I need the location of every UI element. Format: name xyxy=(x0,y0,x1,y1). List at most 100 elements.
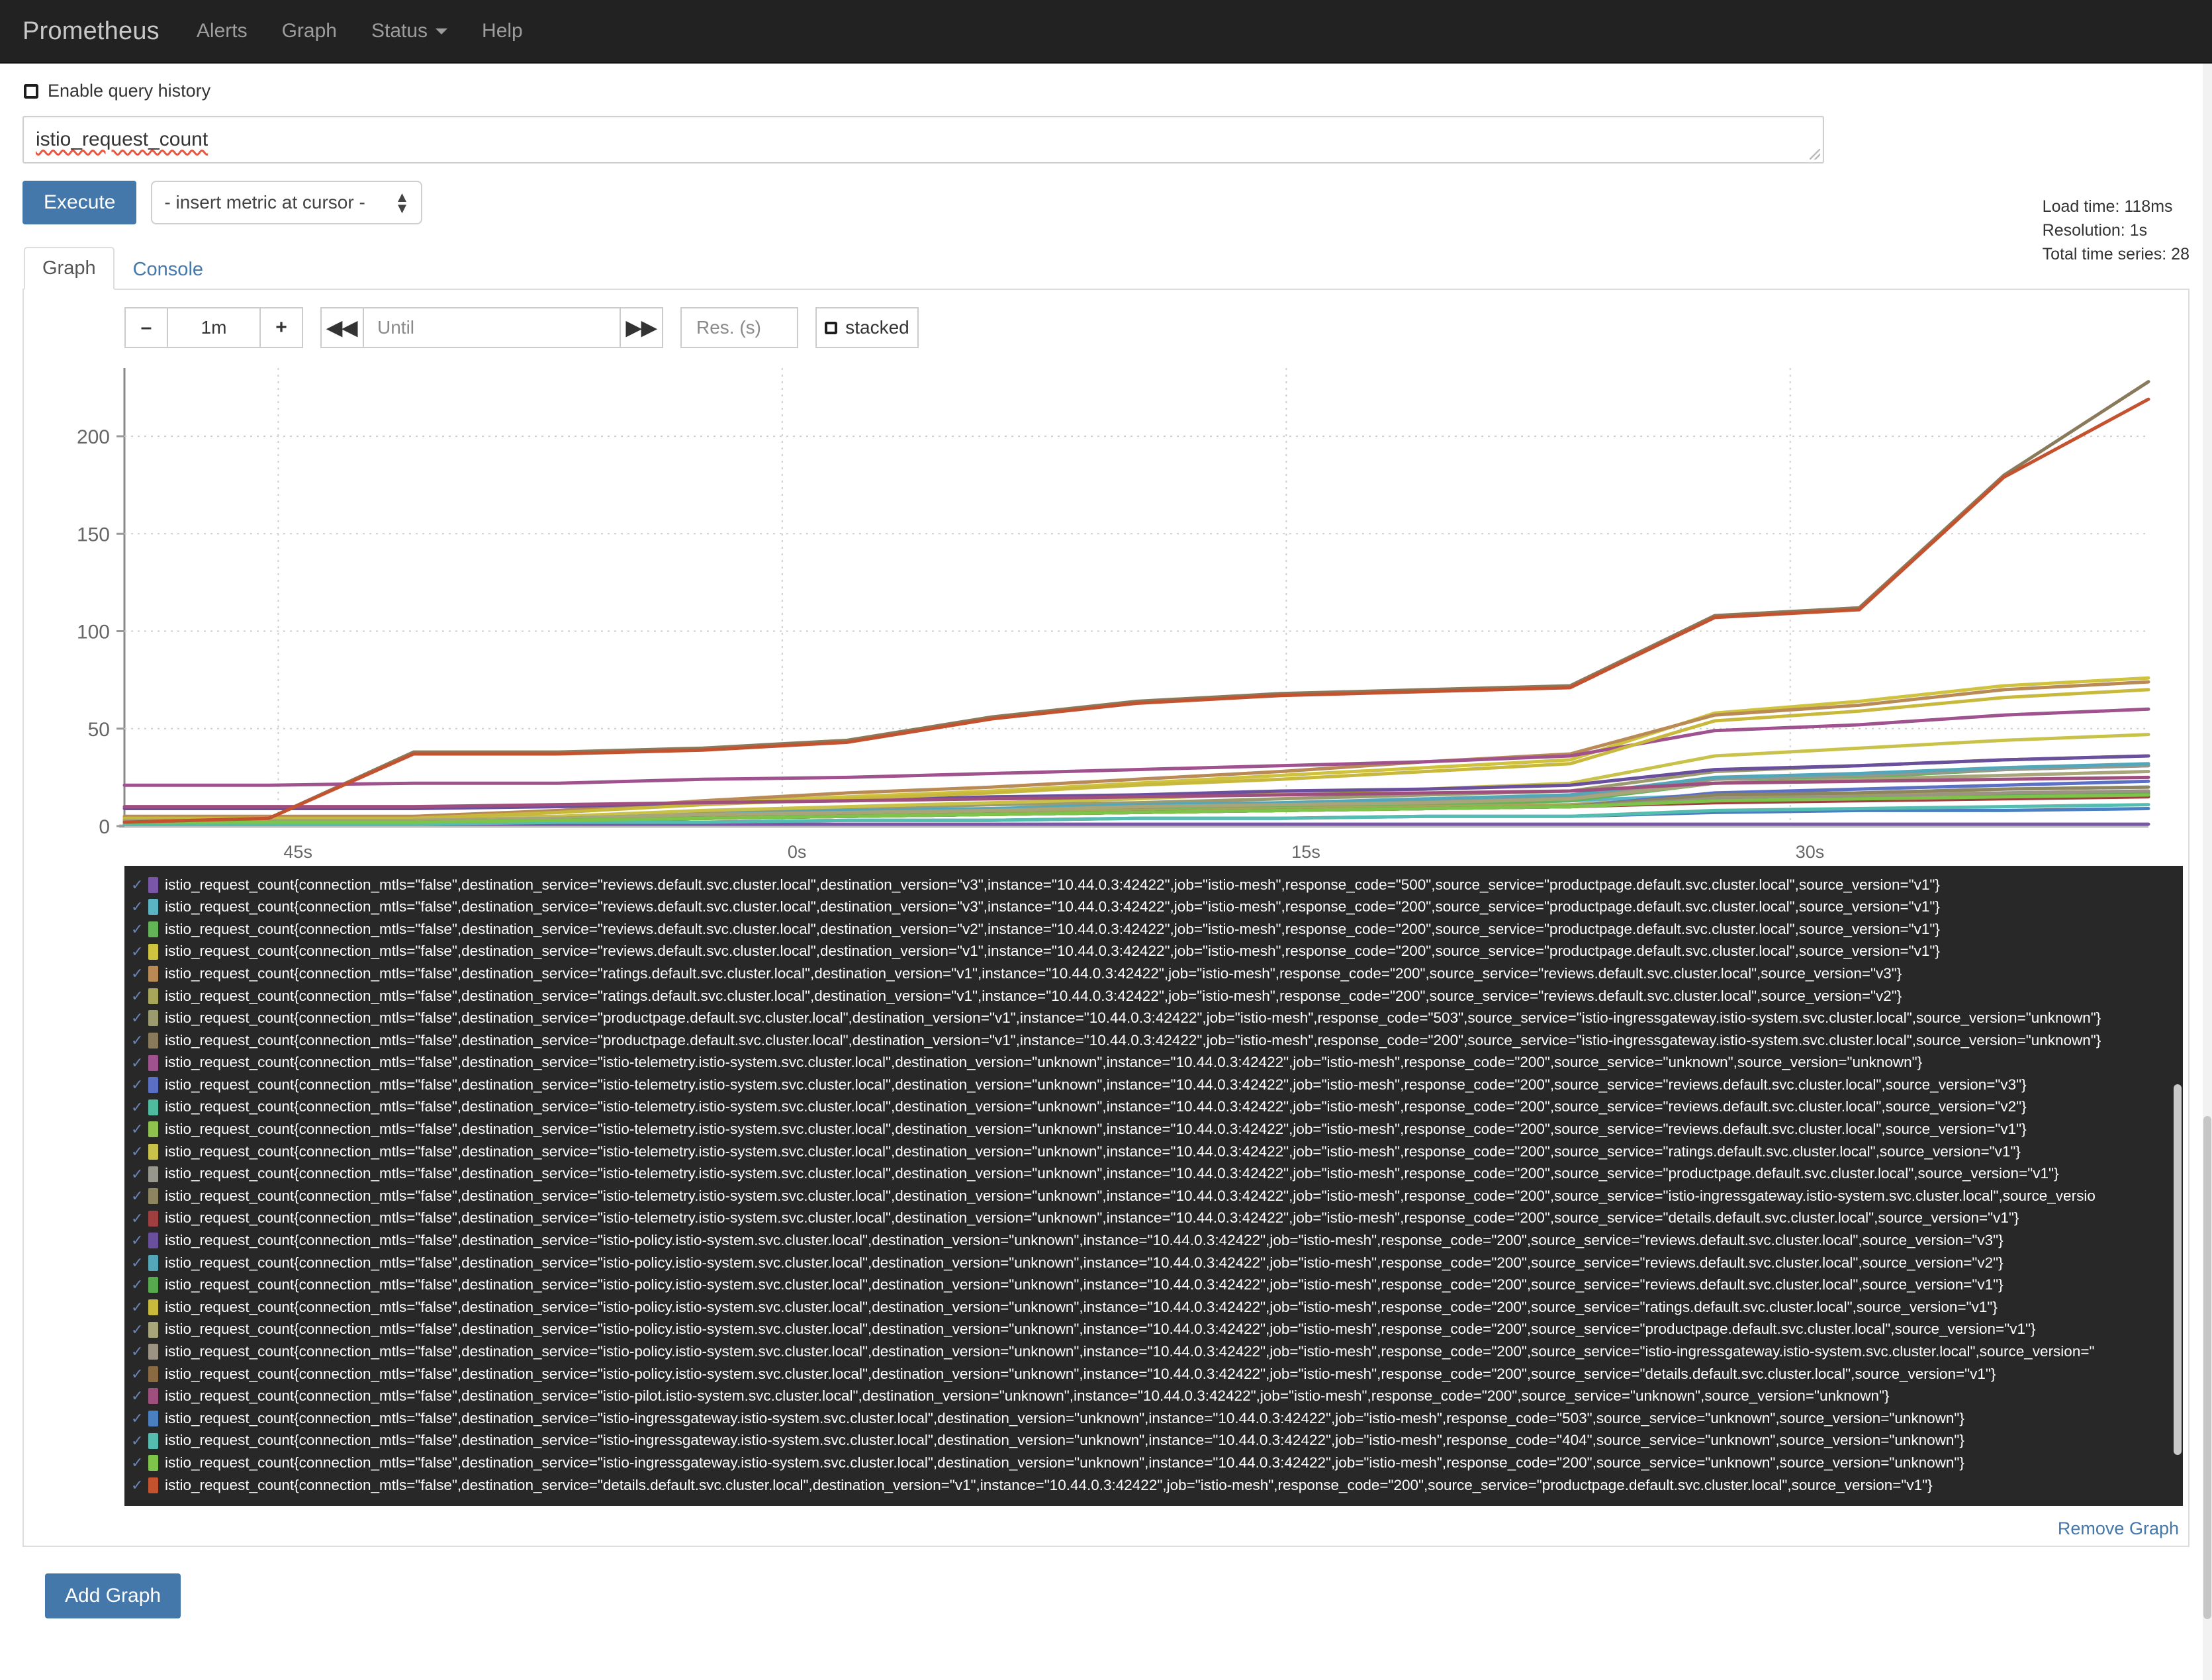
legend-check-icon[interactable]: ✓ xyxy=(131,1209,144,1227)
legend-item[interactable]: ✓ istio_request_count{connection_mtls="fa… xyxy=(124,1252,2183,1274)
legend-check-icon[interactable]: ✓ xyxy=(131,876,144,893)
nav-item-status[interactable]: Status xyxy=(371,20,448,42)
page-scrollbar[interactable] xyxy=(2203,64,2212,1680)
legend-color-swatch xyxy=(148,1321,158,1338)
legend-item[interactable]: ✓ istio_request_count{connection_mtls="fa… xyxy=(124,1007,2183,1030)
legend-check-icon[interactable]: ✓ xyxy=(131,1432,144,1449)
add-graph-button[interactable]: Add Graph xyxy=(45,1573,181,1618)
legend-series-label: istio_request_count{connection_mtls="fal… xyxy=(165,1454,1964,1471)
legend-item[interactable]: ✓ istio_request_count{connection_mtls="fa… xyxy=(124,1096,2183,1119)
legend-check-icon[interactable]: ✓ xyxy=(131,1009,144,1027)
until-input[interactable]: Until xyxy=(363,307,621,348)
legend-check-icon[interactable]: ✓ xyxy=(131,1321,144,1338)
legend-check-icon[interactable]: ✓ xyxy=(131,1031,144,1049)
legend-item[interactable]: ✓ istio_request_count{connection_mtls="fa… xyxy=(124,941,2183,963)
legend-check-icon[interactable]: ✓ xyxy=(131,1098,144,1115)
query-history-row[interactable]: Enable query history xyxy=(24,81,2189,101)
legend-item[interactable]: ✓ istio_request_count{connection_mtls="fa… xyxy=(124,1474,2183,1497)
legend-item[interactable]: ✓ istio_request_count{connection_mtls="fa… xyxy=(124,1185,2183,1207)
legend-item[interactable]: ✓ istio_request_count{connection_mtls="fa… xyxy=(124,1430,2183,1452)
resolution-input[interactable]: Res. (s) xyxy=(680,307,798,348)
legend-check-icon[interactable]: ✓ xyxy=(131,898,144,915)
legend-item[interactable]: ✓ istio_request_count{connection_mtls="fa… xyxy=(124,918,2183,941)
legend-scrollbar[interactable] xyxy=(2174,1084,2182,1455)
legend-item[interactable]: ✓ istio_request_count{connection_mtls="fa… xyxy=(124,1407,2183,1430)
legend-check-icon[interactable]: ✓ xyxy=(131,1365,144,1382)
page-scrollbar-thumb[interactable] xyxy=(2203,1116,2211,1619)
legend-color-swatch xyxy=(148,1411,158,1427)
legend-check-icon[interactable]: ✓ xyxy=(131,987,144,1004)
enable-query-history-checkbox[interactable] xyxy=(24,83,38,99)
legend-item[interactable]: ✓ istio_request_count{connection_mtls="fa… xyxy=(124,1074,2183,1096)
legend-check-icon[interactable]: ✓ xyxy=(131,1299,144,1316)
expression-input[interactable]: istio_request_count xyxy=(23,116,1824,163)
legend-item[interactable]: ✓ istio_request_count{connection_mtls="fa… xyxy=(124,1029,2183,1052)
shift-forward-icon[interactable]: ▶▶ xyxy=(620,307,663,348)
legend-item[interactable]: ✓ istio_request_count{connection_mtls="fa… xyxy=(124,962,2183,985)
shift-backward-icon[interactable]: ◀◀ xyxy=(320,307,364,348)
legend-color-swatch xyxy=(148,1010,158,1027)
increase-range-button[interactable]: + xyxy=(259,307,303,348)
brand-prometheus[interactable]: Prometheus xyxy=(23,17,160,45)
series-legend[interactable]: ✓ istio_request_count{connection_mtls="fa… xyxy=(124,866,2183,1506)
legend-check-icon[interactable]: ✓ xyxy=(131,1188,144,1205)
nav-item-graph[interactable]: Graph xyxy=(282,20,337,42)
range-input[interactable]: 1m xyxy=(167,307,261,348)
legend-item[interactable]: ✓ istio_request_count{connection_mtls="fa… xyxy=(124,985,2183,1007)
nav-item-alerts[interactable]: Alerts xyxy=(197,20,248,42)
insert-metric-select-value: - insert metric at cursor - xyxy=(164,192,365,212)
legend-item[interactable]: ✓ istio_request_count{connection_mtls="fa… xyxy=(124,1141,2183,1163)
legend-color-swatch xyxy=(148,1054,158,1071)
stacked-checkbox[interactable] xyxy=(825,321,838,334)
stacked-toggle[interactable]: stacked xyxy=(815,307,919,348)
legend-check-icon[interactable]: ✓ xyxy=(131,1254,144,1271)
legend-item[interactable]: ✓ istio_request_count{connection_mtls="fa… xyxy=(124,874,2183,896)
nav-item-help[interactable]: Help xyxy=(482,20,523,42)
legend-item[interactable]: ✓ istio_request_count{connection_mtls="fa… xyxy=(124,896,2183,919)
legend-item[interactable]: ✓ istio_request_count{connection_mtls="fa… xyxy=(124,1452,2183,1474)
legend-check-icon[interactable]: ✓ xyxy=(131,1276,144,1293)
decrease-range-button[interactable]: – xyxy=(124,307,168,348)
tab-console[interactable]: Console xyxy=(132,259,204,280)
legend-color-swatch xyxy=(148,1166,158,1182)
legend-check-icon[interactable]: ✓ xyxy=(131,1410,144,1427)
legend-check-icon[interactable]: ✓ xyxy=(131,1165,144,1182)
textarea-resize-handle[interactable] xyxy=(1810,149,1820,160)
legend-item[interactable]: ✓ istio_request_count{connection_mtls="fa… xyxy=(124,1363,2183,1385)
legend-check-icon[interactable]: ✓ xyxy=(131,1387,144,1405)
legend-check-icon[interactable]: ✓ xyxy=(131,1454,144,1471)
timeseries-chart[interactable]: 0 50 100 150 200 45s 0s 15s 30s xyxy=(24,363,2163,866)
legend-item[interactable]: ✓ istio_request_count{connection_mtls="fa… xyxy=(124,1163,2183,1186)
legend-series-label: istio_request_count{connection_mtls="fal… xyxy=(165,1009,2101,1027)
legend-series-label: istio_request_count{connection_mtls="fal… xyxy=(165,1254,2004,1271)
tab-graph[interactable]: Graph xyxy=(24,247,115,290)
legend-item[interactable]: ✓ istio_request_count{connection_mtls="fa… xyxy=(124,1230,2183,1252)
legend-check-icon[interactable]: ✓ xyxy=(131,1232,144,1249)
legend-check-icon[interactable]: ✓ xyxy=(131,965,144,982)
legend-check-icon[interactable]: ✓ xyxy=(131,920,144,937)
legend-item[interactable]: ✓ istio_request_count{connection_mtls="fa… xyxy=(124,1274,2183,1297)
legend-item[interactable]: ✓ istio_request_count{connection_mtls="fa… xyxy=(124,1296,2183,1319)
legend-item[interactable]: ✓ istio_request_count{connection_mtls="fa… xyxy=(124,1385,2183,1408)
legend-check-icon[interactable]: ✓ xyxy=(131,1343,144,1360)
legend-check-icon[interactable]: ✓ xyxy=(131,1121,144,1138)
legend-item[interactable]: ✓ istio_request_count{connection_mtls="fa… xyxy=(124,1340,2183,1363)
insert-metric-select[interactable]: - insert metric at cursor - ▲ ▼ xyxy=(151,181,423,224)
legend-item[interactable]: ✓ istio_request_count{connection_mtls="fa… xyxy=(124,1052,2183,1074)
legend-series-label: istio_request_count{connection_mtls="fal… xyxy=(165,1232,2004,1249)
top-navbar: Prometheus Alerts Graph Status Help xyxy=(0,0,2212,64)
legend-item[interactable]: ✓ istio_request_count{connection_mtls="fa… xyxy=(124,1119,2183,1141)
legend-item[interactable]: ✓ istio_request_count{connection_mtls="fa… xyxy=(124,1207,2183,1230)
legend-check-icon[interactable]: ✓ xyxy=(131,1143,144,1160)
legend-check-icon[interactable]: ✓ xyxy=(131,1476,144,1493)
legend-check-icon[interactable]: ✓ xyxy=(131,1076,144,1094)
legend-item[interactable]: ✓ istio_request_count{connection_mtls="fa… xyxy=(124,1319,2183,1341)
load-time-text: Load time: 118ms xyxy=(2042,197,2173,216)
total-series-text: Total time series: 28 xyxy=(2042,245,2189,263)
legend-check-icon[interactable]: ✓ xyxy=(131,943,144,960)
svg-text:15s: 15s xyxy=(1291,842,1320,862)
remove-graph-link[interactable]: Remove Graph xyxy=(2057,1518,2179,1538)
legend-series-label: istio_request_count{connection_mtls="fal… xyxy=(165,964,1902,982)
legend-check-icon[interactable]: ✓ xyxy=(131,1054,144,1071)
execute-button[interactable]: Execute xyxy=(23,181,137,224)
